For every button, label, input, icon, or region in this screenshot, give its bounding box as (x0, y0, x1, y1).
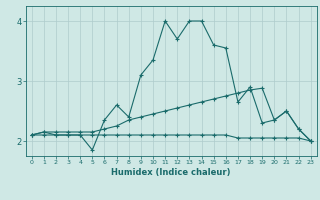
X-axis label: Humidex (Indice chaleur): Humidex (Indice chaleur) (111, 168, 231, 177)
